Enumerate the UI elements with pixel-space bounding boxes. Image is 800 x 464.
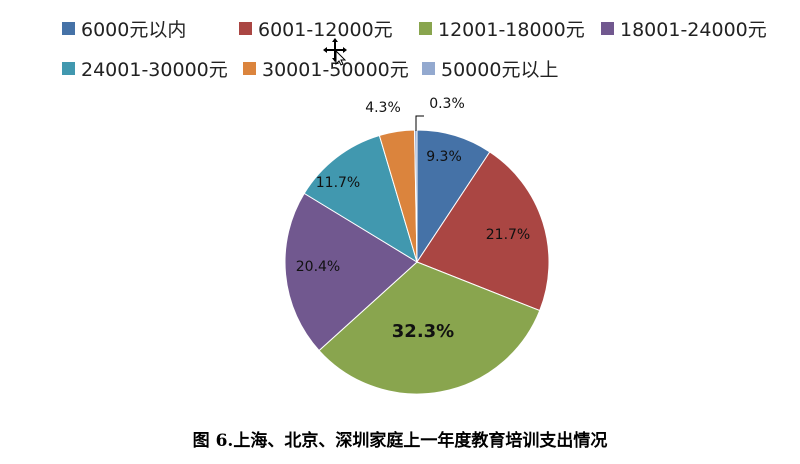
legend-swatch [601, 21, 614, 35]
legend-label: 12001-18000元 [438, 18, 585, 41]
data-label: 9.3% [426, 149, 462, 165]
data-label: 20.4% [296, 259, 340, 275]
legend-label: 24001-30000元 [81, 58, 228, 81]
data-label: 4.3% [365, 100, 401, 116]
pie-slice [284, 192, 418, 352]
leader-line [415, 115, 424, 131]
figure-caption: 图 6.上海、北京、深圳家庭上一年度教育培训支出情况 [192, 431, 608, 451]
legend-swatch [422, 61, 435, 75]
pie-slice [303, 134, 418, 264]
legend-label: 6000元以内 [81, 18, 187, 41]
legend-label: 18001-24000元 [620, 18, 767, 41]
legend-item: 6000元以内 [62, 16, 187, 41]
data-label: 0.3% [429, 96, 465, 112]
legend-item: 18001-24000元 [601, 16, 767, 41]
legend-swatch [419, 21, 432, 35]
legend-swatch [243, 61, 256, 75]
pie-chart: 9.3% 21.7% 32.3% 20.4% 11.7% 4.3% 0.3% [284, 96, 550, 395]
legend-swatch [62, 21, 75, 35]
legend-label: 6001-12000元 [258, 18, 393, 41]
legend-swatch [62, 61, 75, 75]
data-label: 11.7% [316, 175, 360, 191]
pie-slice [318, 261, 541, 395]
pie-slice [416, 129, 491, 264]
legend-label: 30001-50000元 [262, 58, 409, 81]
legend-item: 12001-18000元 [419, 16, 585, 41]
legend-label: 50000元以上 [441, 58, 559, 81]
pie-slice [416, 151, 550, 312]
legend-item: 30001-50000元 [243, 56, 409, 81]
legend-swatch [239, 21, 252, 35]
move-cursor-icon [323, 38, 347, 66]
legend-item: 6001-12000元 [239, 16, 393, 41]
legend-item: 50000元以上 [422, 56, 559, 81]
data-label: 32.3% [392, 321, 454, 342]
legend-item: 24001-30000元 [62, 56, 228, 81]
data-label: 21.7% [486, 227, 530, 243]
legend: 6000元以内 6001-12000元 12001-18000元 18001-2… [0, 0, 800, 90]
